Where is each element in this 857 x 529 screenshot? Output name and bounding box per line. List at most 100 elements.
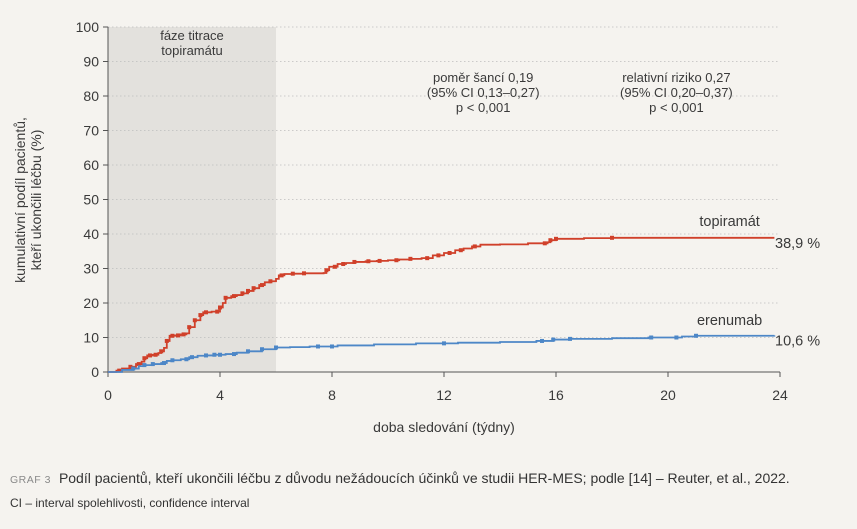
annotation-line: p < 0,001 xyxy=(456,100,511,115)
series-end-value-label: 38,9 % xyxy=(775,236,820,252)
censor-marker xyxy=(274,345,278,350)
censor-marker xyxy=(408,256,413,261)
censor-marker xyxy=(610,235,614,240)
censor-marker xyxy=(542,241,547,246)
censor-marker xyxy=(232,352,236,357)
censor-marker xyxy=(192,318,197,323)
censor-marker xyxy=(117,368,122,373)
x-tick-label: 8 xyxy=(328,387,336,403)
censor-marker xyxy=(554,236,558,241)
censor-marker xyxy=(694,333,698,338)
figure-caption: GRAF 3 Podíl pacientů, kteří ukončili léč… xyxy=(10,470,855,486)
censor-marker xyxy=(181,332,186,337)
titration-phase-label-line: fáze titrace xyxy=(160,28,224,43)
censor-marker xyxy=(198,313,203,318)
censor-marker xyxy=(246,288,250,293)
censor-marker xyxy=(162,361,166,366)
abbreviation-note: CI – interval spolehlivosti, confidence … xyxy=(10,496,250,510)
censor-marker xyxy=(394,258,399,263)
annotation-line: relativní riziko 0,27 xyxy=(622,70,730,85)
censor-marker xyxy=(142,363,147,368)
censor-marker xyxy=(148,353,152,358)
censor-marker xyxy=(153,352,158,357)
censor-marker xyxy=(128,364,133,369)
censor-marker xyxy=(540,338,544,343)
censor-marker xyxy=(436,253,441,258)
censor-marker xyxy=(302,271,306,276)
caption-text: Podíl pacientů, kteří ukončili léčbu z d… xyxy=(58,470,790,486)
y-tick-label: 70 xyxy=(83,123,99,139)
censor-marker xyxy=(190,355,194,360)
censor-marker xyxy=(442,341,446,346)
titration-phase-label-line: topiramátu xyxy=(161,43,222,58)
censor-marker xyxy=(548,238,553,243)
x-tick-label: 24 xyxy=(772,387,788,403)
censor-marker xyxy=(649,335,654,340)
series-name-label: topiramát xyxy=(699,214,759,230)
y-tick-label: 90 xyxy=(83,54,99,70)
x-tick-label: 16 xyxy=(548,387,564,403)
censor-marker xyxy=(472,244,477,249)
x-tick-label: 20 xyxy=(660,387,676,403)
censor-marker xyxy=(447,250,452,255)
censor-marker xyxy=(246,349,250,354)
censor-marker xyxy=(268,279,273,284)
censor-marker xyxy=(551,337,556,342)
y-axis-label-line: kumulativní podíl pacientů, xyxy=(12,117,28,283)
censor-marker xyxy=(159,349,164,354)
censor-marker xyxy=(324,268,329,273)
x-tick-label: 4 xyxy=(216,387,224,403)
caption-label: GRAF 3 xyxy=(10,474,51,486)
censor-marker xyxy=(176,333,180,338)
relative-risk-annotation: relativní riziko 0,27 (95% CI 0,20–0,37) p… xyxy=(620,70,733,115)
censor-marker xyxy=(164,338,169,343)
censor-marker xyxy=(223,295,228,300)
censor-marker xyxy=(260,283,264,288)
censor-marker xyxy=(218,352,222,357)
y-axis-label-line: kteří ukončili léčbu (%) xyxy=(28,130,44,271)
censor-marker xyxy=(332,264,337,269)
censor-marker xyxy=(290,271,295,276)
censor-marker xyxy=(136,362,141,367)
annotation-line: p < 0,001 xyxy=(649,100,704,115)
censor-marker xyxy=(204,353,208,358)
censor-marker xyxy=(170,333,175,338)
censor-marker xyxy=(279,273,284,278)
y-tick-label: 100 xyxy=(76,19,100,35)
censor-marker xyxy=(330,344,334,349)
censor-marker xyxy=(184,357,189,362)
km-chart: 0 10 20 30 40 50 60 70 80 90 100 0 4 8 12 16 20 24 doba sl… xyxy=(12,19,820,435)
y-tick-label: 80 xyxy=(83,88,99,104)
y-axis-label: kumulativní podíl pacientů,kteří ukončil… xyxy=(12,117,44,283)
censor-marker xyxy=(212,352,217,357)
censor-marker xyxy=(142,356,147,361)
censor-marker xyxy=(458,248,463,253)
censor-marker xyxy=(260,347,264,352)
series-end-value-label: 10,6 % xyxy=(775,333,820,349)
censor-marker xyxy=(218,305,222,310)
titration-phase-label: fáze titrace topiramátu xyxy=(160,28,224,58)
annotation-line: poměr šancí 0,19 xyxy=(433,70,533,85)
censor-marker xyxy=(170,358,175,363)
censor-marker xyxy=(150,362,155,367)
x-tick-label: 12 xyxy=(436,387,452,403)
censor-marker xyxy=(425,256,430,261)
y-tick-label: 60 xyxy=(83,157,99,173)
censor-marker xyxy=(341,262,346,267)
y-tick-label: 10 xyxy=(83,330,99,346)
censor-marker xyxy=(251,286,256,291)
y-tick-label: 40 xyxy=(83,226,99,242)
censor-marker xyxy=(377,258,382,263)
x-axis-label: doba sledování (týdny) xyxy=(373,419,515,435)
annotation-line: (95% CI 0,13–0,27) xyxy=(427,85,540,100)
series-name-label: erenumab xyxy=(697,313,762,329)
series-topiramát xyxy=(108,235,775,373)
x-tick-label: 0 xyxy=(104,387,112,403)
odds-ratio-annotation: poměr šancí 0,19 (95% CI 0,13–0,27) p < 0,… xyxy=(427,70,540,115)
censor-marker xyxy=(674,335,679,340)
censor-marker xyxy=(232,294,236,299)
censor-marker xyxy=(240,291,245,296)
series-erenumab xyxy=(108,333,776,373)
y-tick-label: 20 xyxy=(83,295,99,311)
censor-marker xyxy=(204,310,208,315)
